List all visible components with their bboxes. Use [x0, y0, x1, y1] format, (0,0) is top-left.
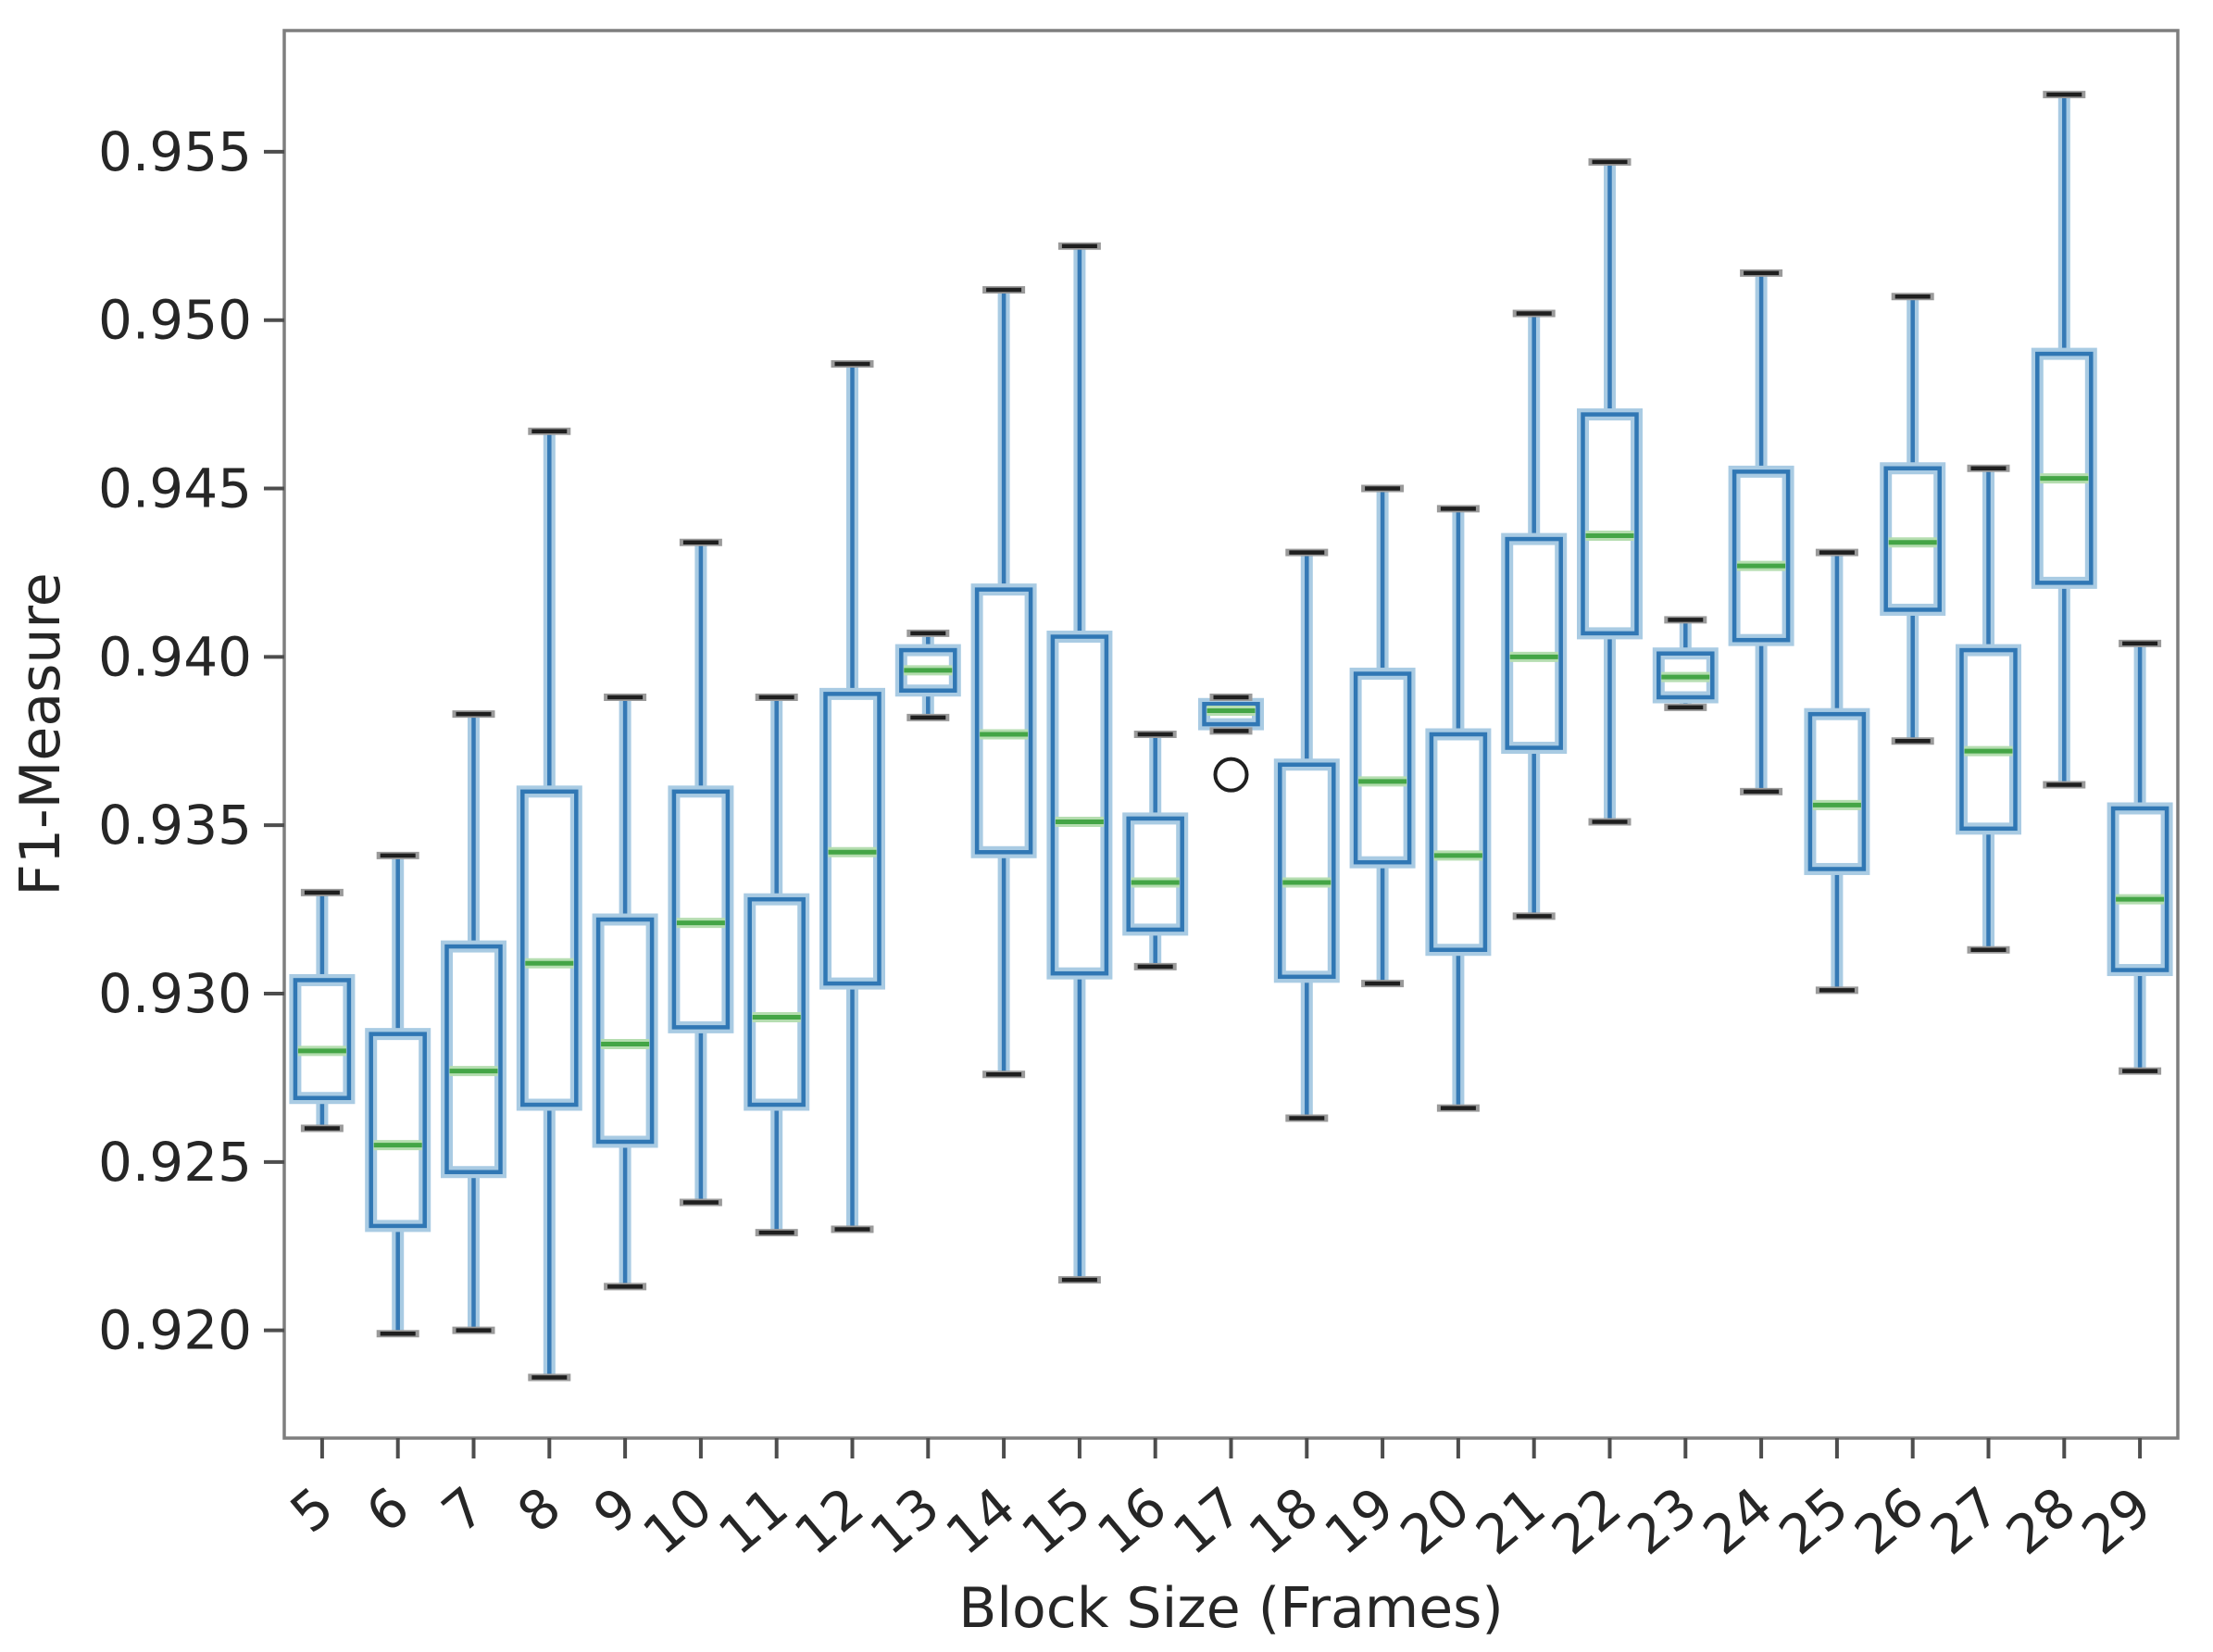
- box-group-5: [289, 888, 356, 1133]
- x-tick-label-9: 9: [581, 1475, 648, 1546]
- box-rect: [1202, 702, 1260, 727]
- y-tick-label-0.920: 0.920: [98, 1299, 252, 1362]
- box-halo: [1349, 668, 1416, 869]
- box-group-19: [1349, 484, 1416, 988]
- box-rect: [1732, 469, 1791, 643]
- box-group-20: [1425, 505, 1492, 1112]
- box-rect: [1505, 536, 1563, 750]
- box-group-11: [744, 694, 810, 1237]
- box-group-12: [819, 360, 885, 1233]
- box-group-13: [894, 629, 961, 721]
- box-halo: [970, 583, 1037, 858]
- box-halo: [2107, 802, 2173, 977]
- box-group-8: [516, 427, 582, 1382]
- box-rect: [823, 692, 881, 986]
- box-halo: [1577, 408, 1643, 640]
- x-tick-label-8: 8: [506, 1475, 572, 1546]
- box-halo: [1804, 707, 1870, 875]
- box-group-21: [1501, 309, 1568, 920]
- box-rect: [671, 789, 731, 1030]
- box-rect: [2110, 806, 2169, 972]
- box-halo: [1273, 758, 1340, 983]
- box-group-9: [592, 694, 658, 1291]
- box-rect: [293, 978, 352, 1100]
- box-rect: [1959, 647, 2018, 832]
- x-tick-label-29: 29: [2070, 1475, 2163, 1568]
- box-halo: [1501, 532, 1568, 755]
- box-rect: [1429, 732, 1488, 952]
- y-tick-label-0.935: 0.935: [98, 794, 252, 857]
- box-group-18: [1273, 548, 1340, 1122]
- box-halo: [289, 973, 356, 1105]
- box-rect: [1126, 816, 1184, 932]
- x-tick-label-6: 6: [355, 1475, 421, 1546]
- box-group-10: [668, 538, 734, 1207]
- box-group-24: [1728, 269, 1794, 795]
- box-rect: [1883, 466, 1942, 612]
- y-tick-label-0.945: 0.945: [98, 457, 252, 520]
- box-halo: [1122, 812, 1189, 936]
- box-group-27: [1956, 464, 2021, 954]
- box-group-28: [2031, 91, 2097, 789]
- box-group-25: [1804, 548, 1870, 995]
- box-halo: [516, 785, 582, 1111]
- box-halo: [668, 785, 734, 1033]
- y-tick-label-0.940: 0.940: [98, 625, 252, 688]
- box-rect: [595, 917, 655, 1145]
- box-rect: [1353, 671, 1412, 865]
- box-group-6: [365, 851, 431, 1338]
- box-halo: [1046, 631, 1113, 980]
- box-halo: [1956, 644, 2021, 835]
- box-rect: [899, 647, 957, 693]
- x-tick-label-5: 5: [279, 1475, 345, 1546]
- box-group-26: [1880, 293, 1946, 745]
- y-axis-title: F1-Measure: [8, 572, 73, 895]
- box-halo: [819, 687, 885, 990]
- box-group-16: [1122, 731, 1189, 970]
- box-rect: [1581, 412, 1639, 636]
- box-group-14: [970, 286, 1037, 1079]
- box-group-17: [1198, 694, 1264, 793]
- box-group-7: [441, 710, 506, 1334]
- y-tick-label-0.930: 0.930: [98, 962, 252, 1025]
- x-tick-label-7: 7: [431, 1475, 497, 1546]
- box-halo: [592, 913, 658, 1148]
- outlier-point: [1213, 757, 1249, 793]
- box-rect: [2035, 351, 2094, 585]
- box-halo: [441, 940, 506, 1179]
- box-halo: [744, 893, 810, 1111]
- box-group-23: [1652, 616, 1719, 711]
- box-rect: [974, 587, 1033, 855]
- box-halo: [2031, 347, 2097, 589]
- box-rect: [1050, 634, 1109, 976]
- box-group-29: [2107, 639, 2173, 1075]
- y-tick-label-0.925: 0.925: [98, 1131, 252, 1194]
- box-halo: [1728, 465, 1794, 646]
- box-halo: [1425, 728, 1492, 957]
- box-rect: [1278, 762, 1336, 980]
- box-group-22: [1577, 157, 1643, 826]
- box-rect: [444, 944, 503, 1174]
- x-axis-title: Block Size (Frames): [958, 1576, 1504, 1641]
- box-rect: [369, 1032, 427, 1229]
- box-rect: [520, 789, 579, 1108]
- box-group-15: [1046, 242, 1113, 1284]
- box-halo: [365, 1028, 431, 1233]
- box-rect: [1807, 711, 1867, 871]
- box-rect: [1657, 651, 1715, 700]
- y-tick-label-0.950: 0.950: [98, 289, 252, 352]
- y-tick-label-0.955: 0.955: [98, 120, 252, 183]
- box-rect: [747, 896, 806, 1108]
